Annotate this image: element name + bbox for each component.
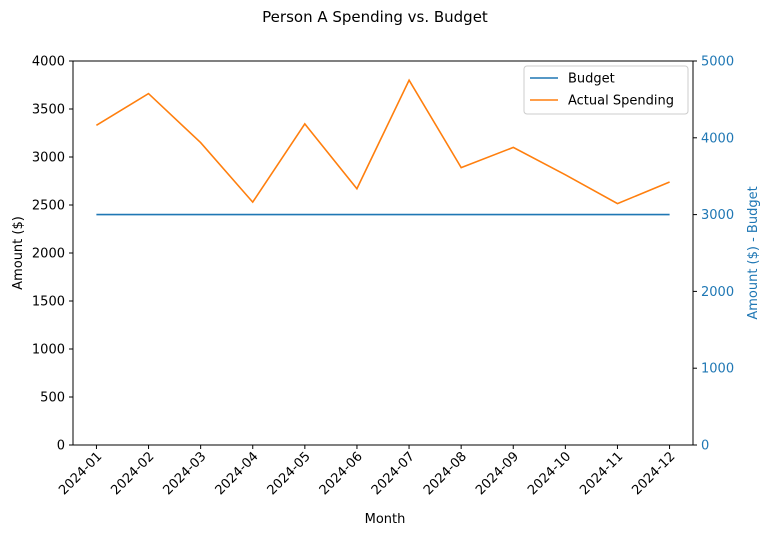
plot-area [72, 60, 694, 446]
x-tick-label: 2024-06 [317, 449, 366, 498]
x-tick-label: 2024-03 [160, 449, 209, 498]
left-tick-label: 1500 [32, 295, 65, 310]
chart-title: Person A Spending vs. Budget [262, 8, 488, 26]
right-tick-label: 4000 [701, 131, 734, 146]
x-tick-label: 2024-01 [56, 449, 105, 498]
right-tick-label: 2000 [701, 285, 734, 300]
x-tick-label: 2024-07 [369, 449, 418, 498]
legend: Budget Actual Spending [523, 65, 689, 115]
left-tick-label: 1000 [32, 343, 65, 358]
x-axis: 2024-01 2024-02 2024-03 2024-04 2024-05 2024-… [56, 445, 678, 498]
x-tick-label: 2024-09 [473, 449, 522, 498]
x-axis-label: Month [365, 512, 406, 527]
series-layer [95, 78, 670, 216]
right-tick-label: 3000 [701, 208, 734, 223]
x-tick-label: 2024-12 [629, 449, 678, 498]
x-tick-label: 2024-02 [108, 449, 157, 498]
right-tick-label: 0 [701, 439, 709, 454]
legend-box [523, 65, 689, 115]
left-tick-label: 500 [40, 391, 65, 406]
actual-spending-series-line [95, 78, 670, 205]
y-axis-label: Amount ($) [11, 216, 26, 290]
right-tick-label: 1000 [701, 362, 734, 377]
x-tick-label: 2024-08 [421, 449, 470, 498]
left-y-axis: 0 500 1000 1500 2000 2500 3000 3500 4000 [32, 55, 73, 454]
legend-label: Budget [568, 72, 615, 87]
legend-label: Actual Spending [568, 94, 674, 109]
right-y-axis-label: Amount ($) - Budget [746, 186, 761, 319]
left-tick-label: 3500 [32, 103, 65, 118]
left-tick-label: 4000 [32, 55, 65, 70]
left-tick-label: 3000 [32, 151, 65, 166]
right-tick-label: 5000 [701, 55, 734, 70]
x-tick-label: 2024-04 [213, 449, 262, 498]
left-tick-label: 2500 [32, 199, 65, 214]
plot-frame [72, 60, 694, 446]
x-tick-label: 2024-10 [525, 449, 574, 498]
left-tick-label: 0 [57, 439, 65, 454]
x-tick-label: 2024-11 [577, 449, 626, 498]
left-tick-label: 2000 [32, 247, 65, 262]
x-tick-label: 2024-05 [265, 449, 314, 498]
right-y-axis: 0 1000 2000 3000 4000 5000 [692, 55, 734, 454]
